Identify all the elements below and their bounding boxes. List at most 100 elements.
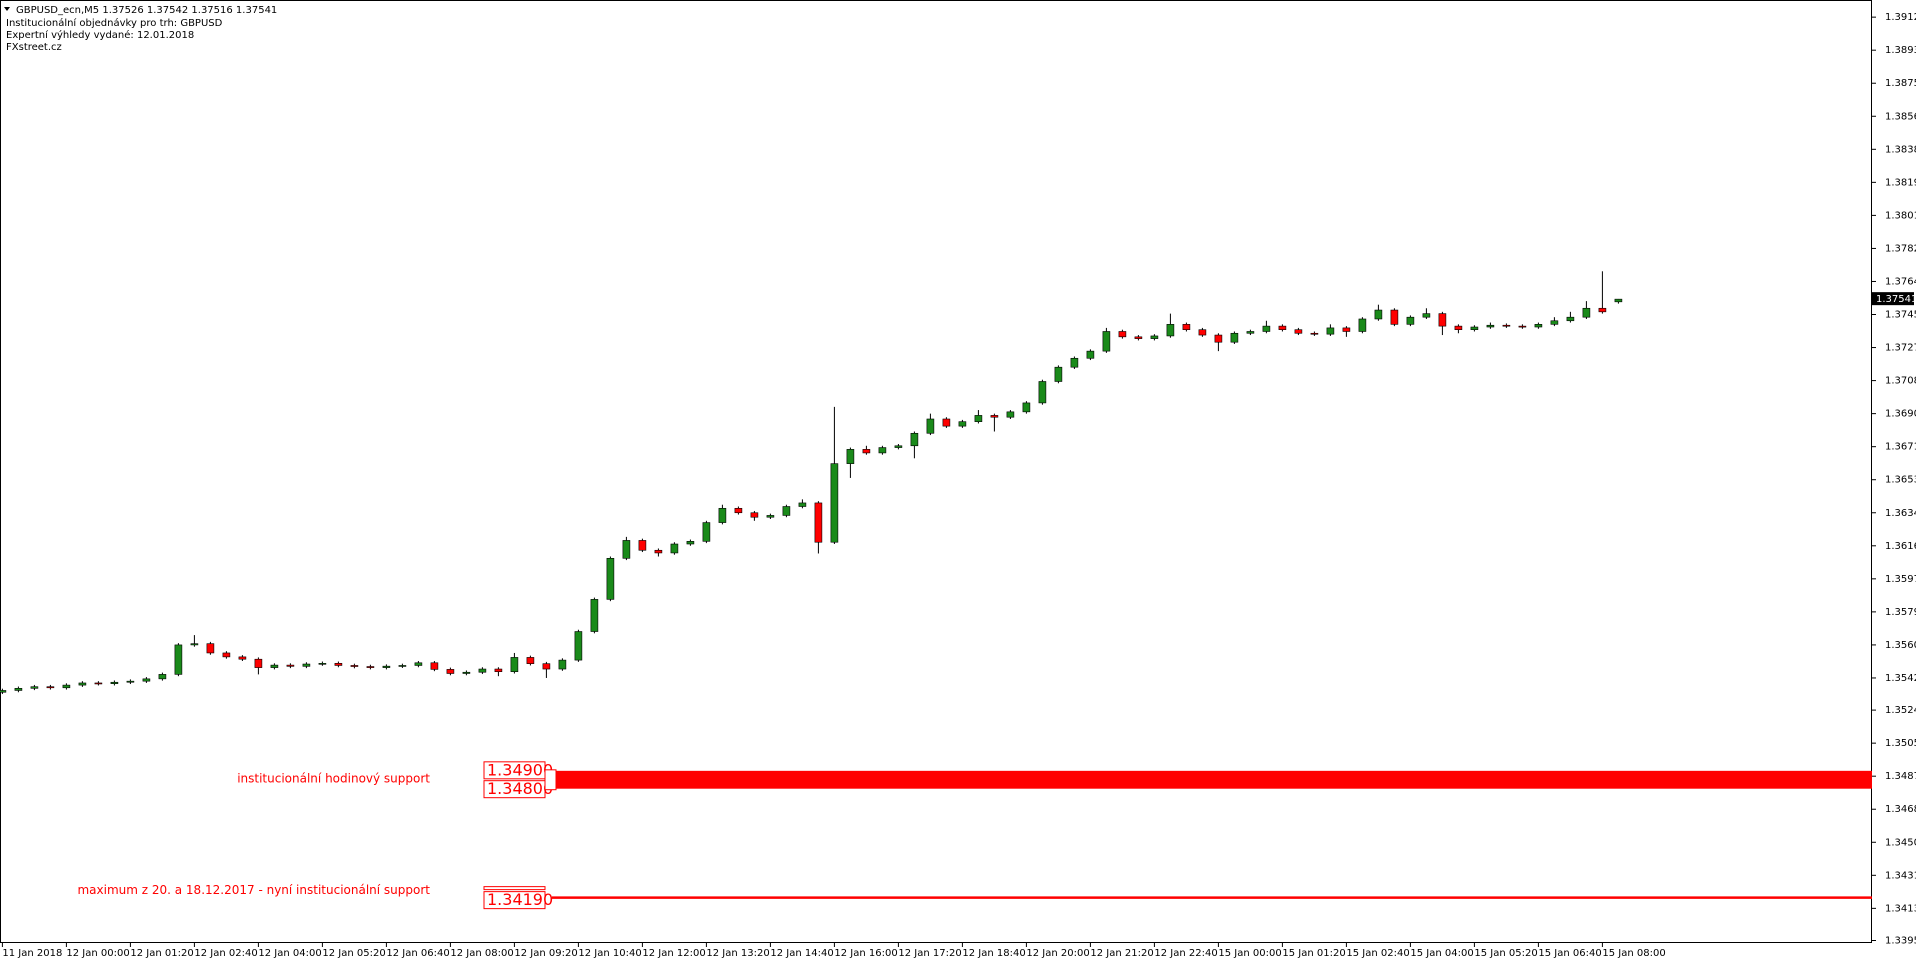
x-tick-label: 12 Jan 08:00 (450, 948, 513, 959)
candle-body (1198, 329, 1207, 336)
candle-body (894, 445, 903, 448)
x-tick-label: 15 Jan 00:00 (1218, 948, 1281, 959)
x-tick-label: 12 Jan 21:20 (1090, 948, 1153, 959)
y-tick-label: 1.36160 (1885, 541, 1916, 552)
candle-body (174, 644, 183, 675)
candle-body (46, 686, 55, 689)
candle-body (670, 543, 679, 554)
y-tick-label: 1.34130 (1885, 903, 1916, 914)
x-tick-label: 12 Jan 01:20 (130, 948, 193, 959)
candle-body (910, 432, 919, 447)
x-tick-label: 15 Jan 05:20 (1474, 948, 1537, 959)
candle-body (926, 418, 935, 434)
candle-body (1422, 313, 1431, 318)
candle-body (574, 631, 583, 661)
candle-body (94, 682, 103, 685)
candle-body (0, 690, 7, 693)
y-tick-label: 1.37270 (1885, 343, 1916, 354)
candle-body (14, 688, 23, 691)
candle-body (1342, 327, 1351, 332)
candle-body (126, 680, 135, 683)
annotation: Expertní výhledy vydané: 12.01.2018 (6, 29, 194, 41)
y-tick-label: 1.35240 (1885, 705, 1916, 716)
candle-body (1406, 316, 1415, 325)
candle-body (1534, 324, 1543, 328)
candle-body (318, 663, 327, 665)
candle-body (1438, 313, 1447, 327)
y-tick-label: 1.34315 (1885, 870, 1916, 881)
candle-body (846, 449, 855, 464)
candle-body (1502, 324, 1511, 327)
candle-body (414, 662, 423, 666)
candle-body (974, 415, 983, 422)
candle-body (1550, 320, 1559, 325)
x-tick-label: 15 Jan 02:40 (1346, 948, 1409, 959)
y-tick-label: 1.36530 (1885, 475, 1916, 486)
y-tick-label: 1.37825 (1885, 243, 1916, 254)
candle-body (1374, 309, 1383, 320)
y-tick-label: 1.34870 (1885, 771, 1916, 782)
plot-frame (0, 0, 1872, 943)
zone-connector (544, 769, 557, 791)
collapse-arrow (4, 7, 10, 11)
zone-label: institucionální hodinový support (237, 771, 430, 785)
candle-body (1134, 336, 1143, 339)
candle-body (270, 664, 279, 668)
candle-body (958, 421, 967, 427)
candle-body (702, 522, 711, 542)
candle-body (1070, 357, 1079, 368)
x-tick-label: 12 Jan 17:20 (898, 948, 961, 959)
y-tick-label: 1.34500 (1885, 837, 1916, 848)
candle-body (446, 669, 455, 674)
annotation: FXstreet.cz (6, 42, 62, 53)
candle-body (1278, 325, 1287, 330)
y-tick-label: 1.37085 (1885, 376, 1916, 387)
y-tick-label: 1.38010 (1885, 210, 1916, 221)
x-tick-label: 15 Jan 08:00 (1602, 948, 1665, 959)
y-tick-label: 1.35420 (1885, 673, 1916, 684)
candle-body (30, 686, 39, 689)
candle-body (190, 643, 199, 646)
candle-body (382, 665, 391, 668)
y-tick-label: 1.36900 (1885, 409, 1916, 420)
y-tick-label: 1.38195 (1885, 177, 1916, 188)
x-tick-label: 12 Jan 14:40 (770, 948, 833, 959)
price-label: 1.34900 (487, 760, 553, 779)
last-price-label: 1.37541 (1876, 294, 1916, 305)
candle-body (990, 415, 999, 418)
candle-body (1486, 324, 1495, 328)
candle-body (206, 643, 215, 654)
price-label: 1.34190 (487, 890, 553, 909)
candle-body (558, 659, 567, 670)
candle-body (654, 549, 663, 554)
candle-body (510, 657, 519, 673)
candle-body (1182, 324, 1191, 330)
y-tick-label: 1.34685 (1885, 804, 1916, 815)
candle-body (1246, 331, 1255, 334)
x-tick-label: 12 Jan 09:20 (514, 948, 577, 959)
candle-body (334, 663, 343, 666)
candle-body (286, 664, 295, 667)
candle-body (158, 674, 167, 680)
candle-body (1470, 326, 1479, 330)
x-tick-label: 12 Jan 02:40 (194, 948, 257, 959)
candle-body (1390, 309, 1399, 325)
x-tick-label: 12 Jan 05:20 (322, 948, 385, 959)
candle-body (830, 463, 839, 543)
candle-body (1006, 411, 1015, 418)
candle-body (766, 515, 775, 518)
candle-body (622, 540, 631, 559)
y-tick-label: 1.35975 (1885, 574, 1916, 585)
candle-body (1038, 381, 1047, 404)
candle-body (494, 668, 503, 673)
y-tick-label: 1.39120 (1885, 12, 1916, 23)
candle-body (398, 665, 407, 667)
candle-body (62, 684, 71, 689)
annotation: Institucionální objednávky pro trh: GBPU… (6, 17, 223, 29)
candle-body (1102, 331, 1111, 352)
candle-body (638, 540, 647, 551)
y-tick-label: 1.35605 (1885, 640, 1916, 651)
price-label-box (483, 886, 546, 891)
candle-body (238, 656, 247, 660)
